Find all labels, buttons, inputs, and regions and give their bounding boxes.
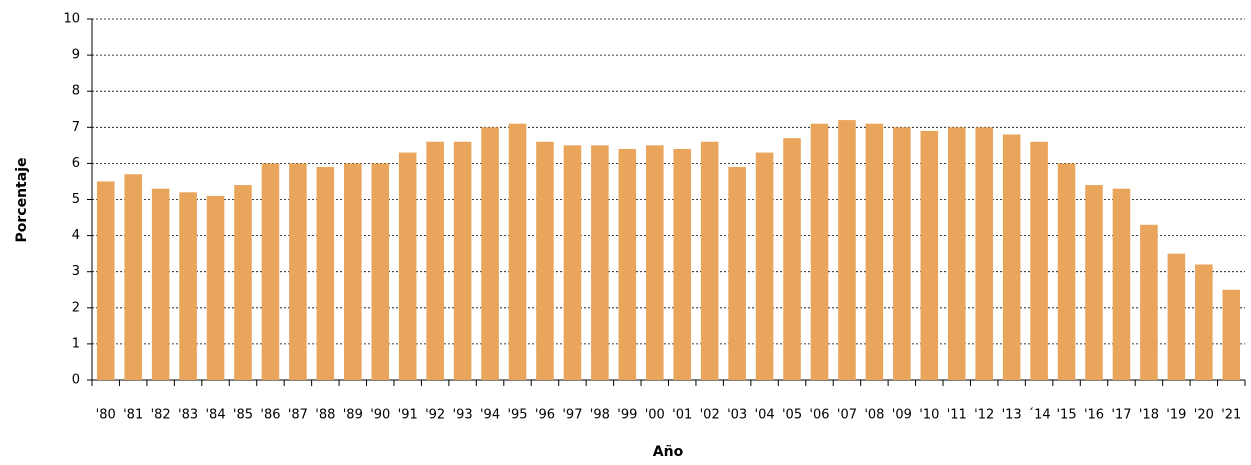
x-tick-label: '86 [260,408,280,423]
bar [344,163,362,380]
x-tick-label: '17 [1111,408,1131,423]
y-tick-label: 8 [72,84,80,99]
bar [371,163,390,380]
x-tick-label: '96 [535,408,555,423]
x-tick-label: '92 [425,408,445,423]
x-tick-label: '13 [1002,408,1022,423]
bar [947,127,966,380]
bar [426,141,444,380]
bar [536,141,554,380]
x-tick-label: '90 [370,408,390,423]
bar [124,174,142,380]
bar [728,167,746,380]
bar [673,148,692,380]
x-tick-label: '12 [974,408,994,423]
bar [261,163,280,380]
x-tick-label: '95 [507,408,527,423]
y-tick-label: 10 [63,12,80,27]
bar [1085,185,1103,380]
x-tick-label: '19 [1166,408,1186,423]
y-tick-label: 9 [72,48,80,63]
x-tick-label: '88 [315,408,335,423]
x-tick-label: '21 [1221,408,1241,423]
bar [783,138,801,380]
bar [1112,188,1131,380]
bar [398,152,417,380]
bar [179,192,197,380]
bar [1222,289,1241,380]
x-tick-label: '06 [809,408,829,423]
x-tick-label: '08 [864,408,884,423]
x-tick-label: '84 [205,408,225,423]
x-tick-label: '82 [151,408,171,423]
bar [755,152,774,380]
bar [289,163,307,380]
x-tick-label: '20 [1194,408,1214,423]
bar [810,123,829,380]
bar [618,148,637,380]
x-tick-label: '10 [919,408,939,423]
bar [234,185,252,380]
x-tick-label: '04 [755,408,775,423]
bar [645,145,664,380]
y-tick-label: 7 [72,120,80,135]
y-tick-label: 6 [72,156,80,171]
x-tick-label: '98 [590,408,610,423]
bar [1195,264,1213,380]
x-tick-label: '80 [96,408,116,423]
x-tick-label: '07 [837,408,857,423]
bar [206,195,225,380]
bar [838,120,856,380]
x-axis-label: Año [653,444,684,460]
x-tick-label: '81 [123,408,143,423]
bar [1002,134,1021,380]
bar [151,188,170,380]
x-tick-label: '89 [343,408,363,423]
y-tick-label: 4 [72,228,80,243]
bar [975,127,993,380]
x-tick-label: '83 [178,408,198,423]
bar [481,127,499,380]
x-tick-label: ´14 [1028,408,1051,423]
y-tick-label: 0 [72,373,80,388]
bar [563,145,582,380]
x-tick-label: '16 [1084,408,1104,423]
bar [1140,224,1158,380]
x-tick-label: '18 [1139,408,1159,423]
y-axis-label: Porcentaje [14,158,30,243]
x-tick-label: '93 [453,408,473,423]
x-tick-label: '87 [288,408,308,423]
bar [700,141,719,380]
x-tick-label: '94 [480,408,500,423]
x-tick-label: '03 [727,408,747,423]
y-tick-label: 2 [72,300,80,315]
y-tick-label: 5 [72,192,80,207]
x-tick-label: '97 [562,408,582,423]
bar [893,127,911,380]
x-tick-label: '11 [947,408,967,423]
y-tick-label: 3 [72,264,80,279]
bar [316,167,335,380]
bar [920,130,939,380]
bar [1057,163,1076,380]
bar [453,141,472,380]
bar [1030,141,1048,380]
x-tick-label: '05 [782,408,802,423]
bar [1167,253,1186,380]
x-tick-label: '99 [617,408,637,423]
y-tick-label: 1 [72,336,80,351]
bar [865,123,884,380]
x-tick-label: '09 [892,408,912,423]
bar [591,145,609,380]
bar [96,181,115,380]
x-tick-label: '00 [645,408,665,423]
bar [508,123,527,380]
x-tick-label: '91 [398,408,418,423]
x-tick-label: '85 [233,408,253,423]
x-tick-label: '15 [1056,408,1076,423]
x-tick-label: '01 [672,408,692,423]
x-tick-label: '02 [700,408,720,423]
